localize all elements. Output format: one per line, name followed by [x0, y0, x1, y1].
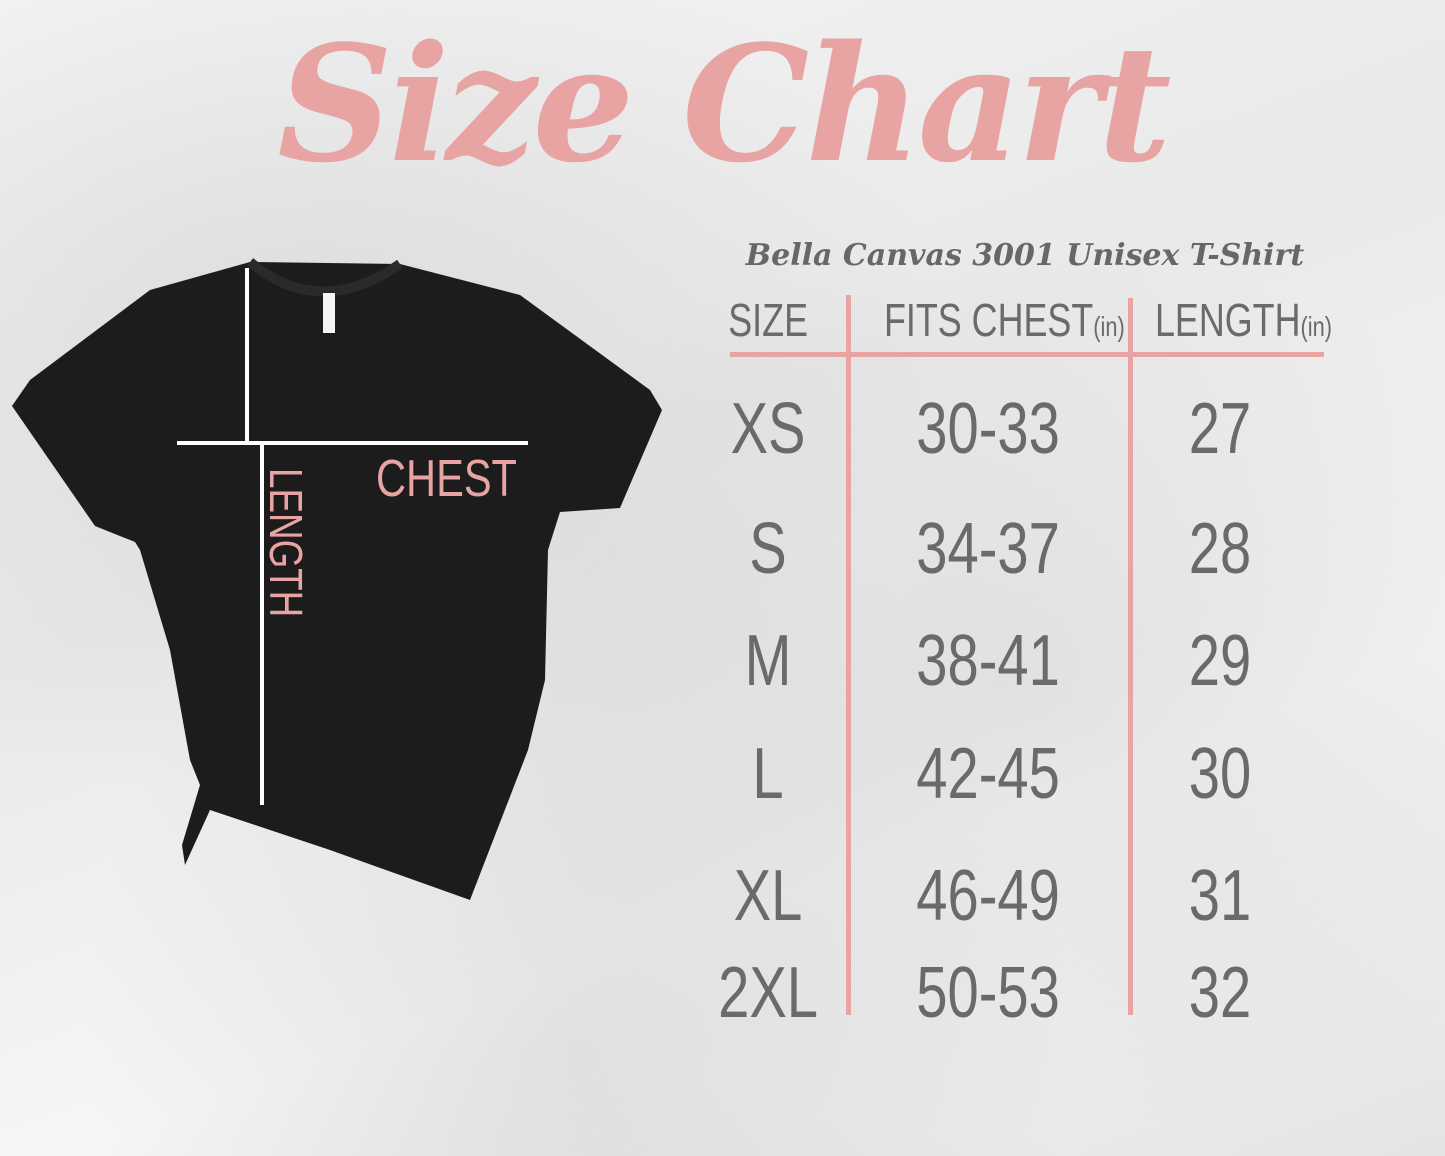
size-cell: S: [749, 509, 787, 589]
chest-cell: 30-33: [916, 389, 1060, 469]
column-divider-2: [1128, 298, 1133, 1015]
chest-cell: 42-45: [916, 734, 1060, 814]
tshirt-image: [12, 262, 662, 900]
column-divider-1: [846, 295, 851, 1015]
brand-label: [323, 293, 335, 333]
length-cell: 30: [1188, 734, 1252, 814]
size-cell: XS: [730, 389, 806, 469]
chest-label: CHEST: [376, 449, 517, 508]
header-divider: [730, 352, 1324, 357]
page-title: Size Chart: [277, 10, 1171, 198]
size-cell: XL: [733, 856, 803, 936]
length-cell: 31: [1188, 856, 1252, 936]
chest-cell: 46-49: [916, 856, 1060, 936]
header-size: SIZE: [728, 294, 808, 346]
chest-cell: 50-53: [916, 953, 1060, 1033]
length-cell: 32: [1188, 953, 1252, 1033]
length-cell: 28: [1188, 509, 1252, 589]
tshirt-diagram: LENGTH CHEST: [12, 258, 662, 900]
size-cell: M: [744, 621, 792, 701]
product-subtitle: Bella Canvas 3001 Unisex T-Shirt: [745, 238, 1305, 273]
header-chest: FITS CHEST(in): [883, 294, 1125, 346]
size-cell: 2XL: [718, 953, 818, 1033]
length-cell: 27: [1188, 389, 1252, 469]
length-label: LENGTH: [260, 468, 312, 617]
header-length: LENGTH(in): [1154, 294, 1333, 346]
size-cell: L: [752, 734, 784, 814]
chest-cell: 34-37: [916, 509, 1060, 589]
chest-cell: 38-41: [916, 621, 1060, 701]
length-cell: 29: [1188, 621, 1252, 701]
